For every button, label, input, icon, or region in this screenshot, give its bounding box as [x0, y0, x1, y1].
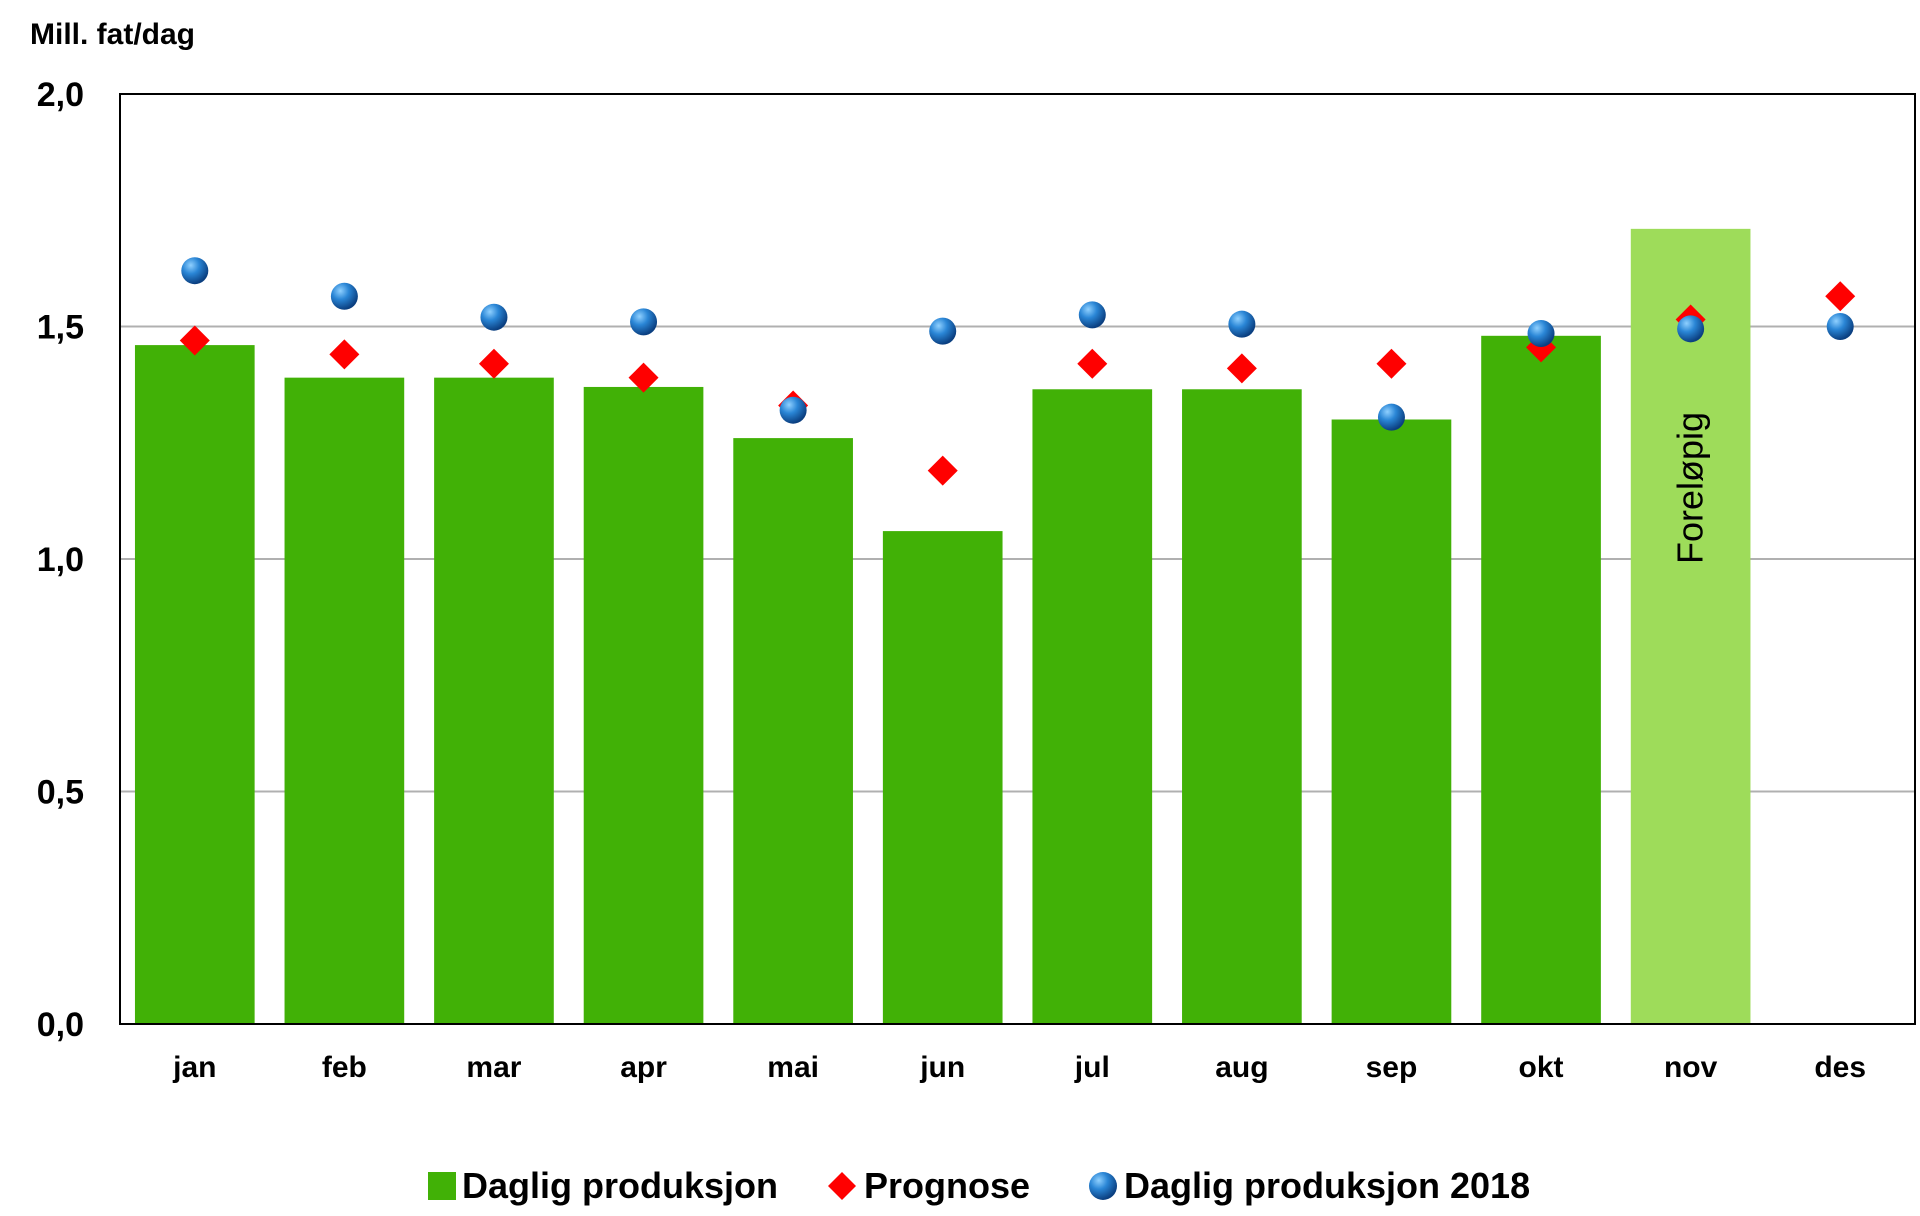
prognose-point-des	[1825, 281, 1856, 312]
prognose-point-jul	[1077, 348, 1108, 379]
prognose-point-jun	[927, 455, 958, 486]
legend-swatch-bar	[428, 1172, 456, 1200]
production-2018-point-mar	[480, 303, 508, 331]
production-2018-point-jun	[929, 317, 957, 345]
production-2018-point-mai	[779, 396, 807, 424]
production-2018-point-sep	[1377, 403, 1405, 431]
bar-jul	[1032, 389, 1153, 1024]
legend-item-bar: Daglig produksjon	[428, 1165, 778, 1206]
prognose-point-aug	[1226, 353, 1257, 384]
prognose-point-feb	[329, 339, 360, 370]
bar-mai	[733, 438, 853, 1025]
prognose-markers	[179, 281, 1856, 486]
x-tick-label: mai	[767, 1051, 819, 1084]
prognose-point-apr	[628, 362, 659, 393]
production-2018-point-nov	[1677, 315, 1705, 343]
legend-swatch-circle	[1089, 1172, 1117, 1200]
y-tick-labels: 0,0 0,5 1,0 1,5 2,0	[37, 76, 84, 1044]
gridlines	[120, 325, 1915, 793]
x-tick-label: mar	[466, 1051, 521, 1084]
production-2018-point-jul	[1078, 301, 1106, 329]
bar-sep	[1331, 419, 1452, 1024]
legend-label-2018: Daglig produksjon 2018	[1124, 1165, 1530, 1206]
legend: Daglig produksjon Prognose Daglig produk…	[428, 1165, 1530, 1206]
annotation-preliminary: Foreløpig	[1670, 412, 1711, 564]
x-tick-label: nov	[1664, 1051, 1718, 1084]
x-tick-label: jul	[1074, 1051, 1110, 1084]
bar-jun	[882, 531, 1003, 1024]
x-tick-label: apr	[620, 1051, 667, 1084]
prognose-point-sep	[1376, 348, 1407, 379]
production-2018-point-okt	[1527, 319, 1555, 347]
legend-label-bar: Daglig produksjon	[462, 1165, 778, 1206]
prognose-point-jan	[179, 325, 210, 356]
legend-item-prognose: Prognose	[828, 1165, 1030, 1206]
bar-aug	[1182, 389, 1302, 1024]
production-2018-point-apr	[630, 308, 658, 336]
production-2018-point-des	[1826, 313, 1854, 340]
y-tick-label: 1,0	[37, 541, 84, 579]
prognose-point-mar	[478, 348, 509, 379]
bar-feb	[284, 377, 405, 1024]
annotations: Foreløpig	[1670, 412, 1711, 564]
legend-label-prognose: Prognose	[864, 1165, 1030, 1206]
x-tick-label: aug	[1215, 1051, 1268, 1084]
bar-okt	[1481, 335, 1601, 1024]
bars	[134, 228, 1751, 1025]
production-2018-markers	[181, 257, 1854, 431]
y-axis-label: Mill. fat/dag	[30, 18, 195, 51]
x-tick-label: des	[1814, 1051, 1866, 1084]
bar-apr	[583, 386, 704, 1024]
x-tick-label: okt	[1519, 1051, 1564, 1084]
x-tick-label: jun	[919, 1051, 965, 1084]
y-tick-label: 0,5	[37, 774, 84, 812]
production-2018-point-aug	[1228, 310, 1256, 338]
legend-swatch-diamond	[828, 1172, 856, 1200]
y-tick-label: 0,0	[37, 1006, 84, 1044]
bar-jan	[134, 345, 255, 1025]
legend-item-2018: Daglig produksjon 2018	[1089, 1165, 1530, 1206]
x-tick-label: jan	[172, 1051, 216, 1084]
production-2018-point-feb	[330, 282, 358, 310]
bar-mar	[434, 377, 554, 1024]
bar-nov	[1630, 228, 1751, 1025]
y-tick-label: 2,0	[37, 76, 84, 114]
y-tick-label: 1,5	[37, 309, 84, 347]
x-tick-labels: jan feb mar apr mai jun jul aug sep okt nov des	[172, 1051, 1866, 1084]
production-2018-point-jan	[181, 257, 209, 285]
x-tick-label: sep	[1366, 1051, 1418, 1084]
plot-frame	[119, 93, 1916, 1025]
x-tick-label: feb	[322, 1051, 367, 1084]
